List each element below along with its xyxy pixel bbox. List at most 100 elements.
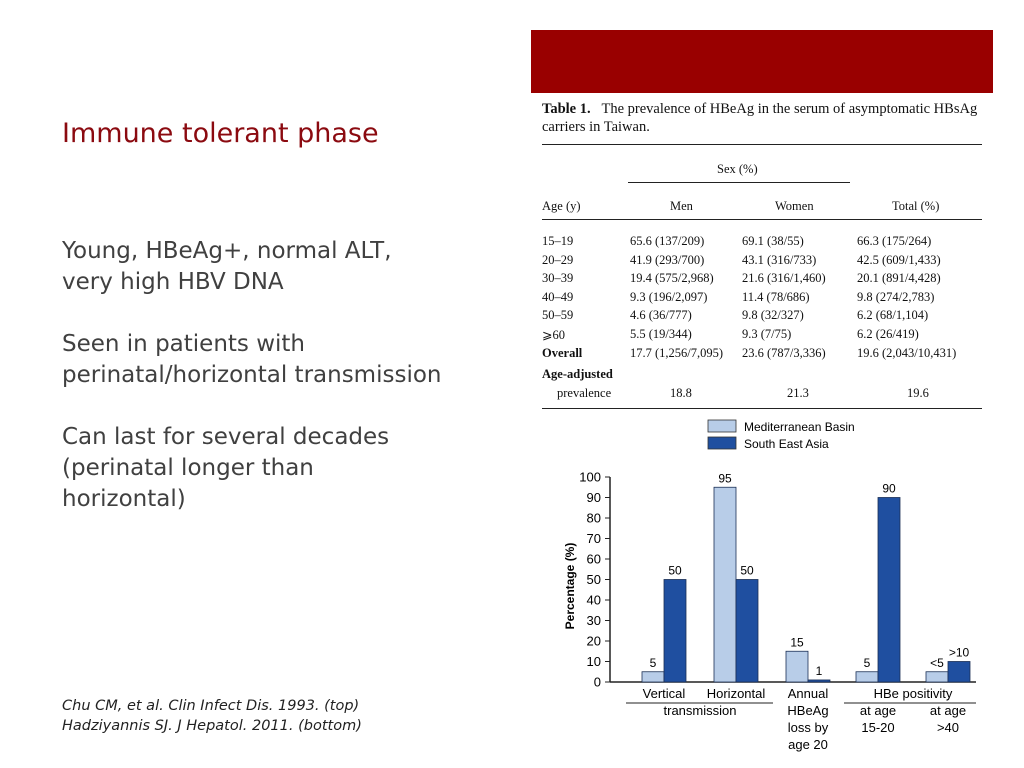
bar-south-east-asia — [807, 679, 831, 683]
legend-label: South East Asia — [744, 437, 829, 451]
y-tick-label: 100 — [579, 470, 601, 485]
bar-value-label: 15 — [790, 635, 804, 649]
table-caption-label: Table 1. — [542, 101, 591, 117]
bullet-list: Young, HBeAg+, normal ALT, very high HBV… — [62, 236, 442, 546]
bar-value-label: 5 — [650, 656, 657, 670]
y-tick-label: 70 — [587, 531, 601, 546]
table-cell: 11.4 (78/686) — [742, 289, 810, 304]
x-tick-label: >40 — [937, 720, 959, 735]
table-cell: 6.2 (68/1,104) — [857, 308, 929, 323]
table-cell: 6.2 (26/419) — [857, 327, 919, 341]
table-cell: 20.1 (891/4,428) — [857, 271, 941, 286]
y-tick-label: 40 — [587, 593, 601, 608]
table-cell: 9.8 (32/327) — [742, 308, 804, 323]
legend-label: Mediterranean Basin — [744, 420, 855, 434]
table-adjusted-value: 19.6 — [907, 386, 929, 400]
table-cell: 66.3 (175/264) — [857, 234, 932, 248]
legend-swatch-south-east-asia — [707, 436, 737, 450]
table-adjusted-value: 21.3 — [787, 386, 809, 400]
bar-value-label: 95 — [718, 471, 732, 485]
bar-mediterranean — [855, 671, 879, 683]
bar-south-east-asia — [877, 497, 901, 683]
y-tick-label: 0 — [594, 675, 601, 690]
table-cell: 69.1 (38/55) — [742, 234, 804, 248]
legend-swatch-mediterranean — [707, 419, 737, 433]
table-row-label: 40–49 — [542, 289, 574, 304]
y-axis-label: Percentage (%) — [563, 543, 577, 630]
bar-south-east-asia — [663, 579, 687, 683]
table-row-label: 15–19 — [542, 234, 574, 248]
table-cell: 23.6 (787/3,336) — [742, 345, 826, 360]
y-tick-label: 50 — [587, 572, 601, 587]
bar-value-label: 1 — [816, 664, 823, 678]
citation-line: Hadziyannis SJ. J Hepatol. 2011. (bottom… — [62, 718, 362, 734]
table-rule — [542, 408, 982, 409]
table-cell: 4.6 (36/777) — [630, 308, 692, 323]
x-tick-label: Vertical — [643, 686, 686, 701]
bar-value-label: >10 — [949, 646, 970, 660]
table-caption: Table 1. The prevalence of HBeAg in the … — [542, 100, 982, 136]
citation-line: Chu CM, et al. Clin Infect Dis. 1993. (t… — [62, 698, 360, 714]
x-tick-label: age 20 — [788, 737, 828, 752]
table-adjusted-label: Age-adjusted — [542, 367, 613, 381]
x-tick-label: Annual — [788, 686, 829, 701]
bar-value-label: <5 — [930, 656, 944, 670]
chart-plot-area: 01020304050607080901005509550151590<5>10… — [579, 470, 976, 752]
table-cell: 21.6 (316/1,460) — [742, 271, 826, 286]
table-caption-text: The prevalence of HBeAg in the serum of … — [542, 101, 978, 135]
x-tick-label: Horizontal — [707, 686, 766, 701]
table-cell: 65.6 (137/209) — [630, 234, 705, 248]
table-row-label: 30–39 — [542, 271, 574, 286]
bar-mediterranean — [925, 671, 949, 683]
table-header: Age (y) — [542, 199, 581, 213]
bar-south-east-asia — [735, 579, 759, 683]
bar-mediterranean — [641, 671, 665, 683]
bar-value-label: 50 — [740, 564, 754, 578]
bar-value-label: 90 — [882, 482, 896, 496]
table-cell: 42.5 (609/1,433) — [857, 252, 941, 267]
table-rule — [628, 182, 850, 183]
y-tick-label: 60 — [587, 552, 601, 567]
slide-title: Immune tolerant phase — [62, 118, 379, 149]
x-group-label: transmission — [664, 703, 737, 718]
citations: Chu CM, et al. Clin Infect Dis. 1993. (t… — [62, 696, 362, 736]
y-tick-label: 80 — [587, 511, 601, 526]
bullet-item: Seen in patients with perinatal/horizont… — [62, 331, 442, 388]
table-row-label: 50–59 — [542, 308, 574, 323]
bar-mediterranean — [713, 486, 737, 683]
table-header: Total (%) — [892, 199, 940, 213]
table-row-label: 20–29 — [542, 252, 574, 267]
y-tick-label: 20 — [587, 634, 601, 649]
transmission-bar-chart: Mediterranean Basin South East Asia Perc… — [563, 419, 976, 752]
table-rule — [542, 144, 982, 145]
table-cell: 19.6 (2,043/10,431) — [857, 345, 957, 360]
x-tick-label: 15-20 — [861, 720, 894, 735]
table-cell: 43.1 (316/733) — [742, 252, 817, 267]
table-cell: 5.5 (19/344) — [630, 327, 692, 341]
x-tick-label: at age — [860, 703, 896, 718]
x-group-label: HBe positivity — [874, 686, 953, 701]
table-cell: 41.9 (293/700) — [630, 252, 705, 267]
table-cell: 9.8 (274/2,783) — [857, 289, 935, 304]
bar-value-label: 5 — [864, 656, 871, 670]
x-tick-label: at age — [930, 703, 966, 718]
table-adjusted-label: prevalence — [557, 386, 612, 400]
table-group-header: Sex (%) — [717, 162, 758, 176]
x-tick-label: HBeAg — [787, 703, 828, 718]
table-adjusted-value: 18.8 — [670, 386, 692, 400]
table-header: Men — [670, 199, 693, 213]
bullet-item: Young, HBeAg+, normal ALT, very high HBV… — [62, 238, 392, 295]
prevalence-table: Table 1. The prevalence of HBeAg in the … — [542, 100, 982, 409]
table-rule — [542, 219, 982, 220]
bullet-item: Can last for several decades (perinatal … — [62, 424, 390, 512]
table-cell: 19.4 (575/2,968) — [630, 271, 714, 286]
table-row-label: ⩾60 — [542, 328, 565, 342]
table-header: Women — [775, 199, 814, 213]
header-banner — [531, 30, 993, 93]
table-cell: 17.7 (1,256/7,095) — [630, 345, 724, 360]
bar-value-label: 50 — [668, 564, 682, 578]
bar-mediterranean — [785, 650, 809, 683]
y-tick-label: 10 — [587, 654, 601, 669]
table-cell: 9.3 (7/75) — [742, 327, 792, 341]
table-row-label: Overall — [542, 345, 583, 360]
